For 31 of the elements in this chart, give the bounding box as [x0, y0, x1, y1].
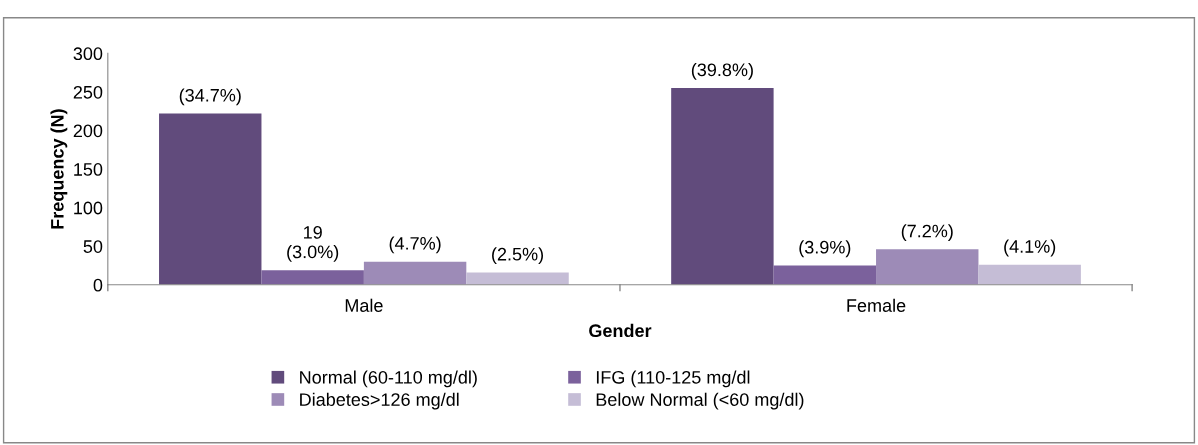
x-tick-label: Male: [345, 298, 383, 312]
annotation: 19 (3.0%): [287, 226, 339, 262]
y-axis-title: Frequency (N): [50, 109, 68, 229]
bar: [671, 88, 774, 285]
y-tick-label: 50: [83, 240, 103, 253]
bar: [773, 265, 877, 285]
bar: [466, 272, 569, 285]
bar: [876, 249, 979, 285]
x-axis-title: Gender: [589, 323, 652, 338]
bar: [363, 261, 467, 285]
legend-label: Diabetes>126 mg/dl: [300, 392, 459, 410]
y-tick-label: 250: [73, 85, 103, 99]
y-tick-label: 150: [74, 163, 103, 176]
y-tick-label: 300: [73, 47, 103, 61]
y-tick-label: 0: [93, 278, 103, 292]
y-tick-label: 100: [74, 201, 103, 215]
annotation: (4.7%): [389, 236, 441, 254]
annotation: (34.7%): [179, 88, 241, 106]
annotation: (39.8%): [691, 62, 753, 80]
x-tick-label: Female: [847, 298, 906, 312]
annotation: (3.9%): [799, 240, 851, 258]
annotation: (4.1%): [1004, 239, 1056, 257]
legend-label: IFG (110-125 mg/dl: [596, 370, 750, 388]
bar: [261, 270, 364, 285]
legend-label: Normal (60-110 mg/dl): [300, 370, 477, 388]
bar: [159, 113, 262, 285]
bar: [978, 264, 1081, 285]
legend-label: Below Normal (<60 mg/dl): [596, 392, 804, 410]
y-tick-label: 200: [73, 124, 103, 138]
annotation: (2.5%): [492, 247, 544, 265]
annotation: (7.2%): [901, 224, 953, 241]
